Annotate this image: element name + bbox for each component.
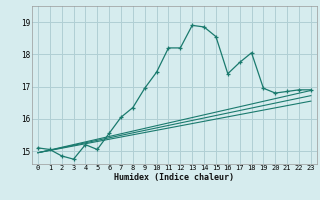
X-axis label: Humidex (Indice chaleur): Humidex (Indice chaleur) — [115, 173, 234, 182]
